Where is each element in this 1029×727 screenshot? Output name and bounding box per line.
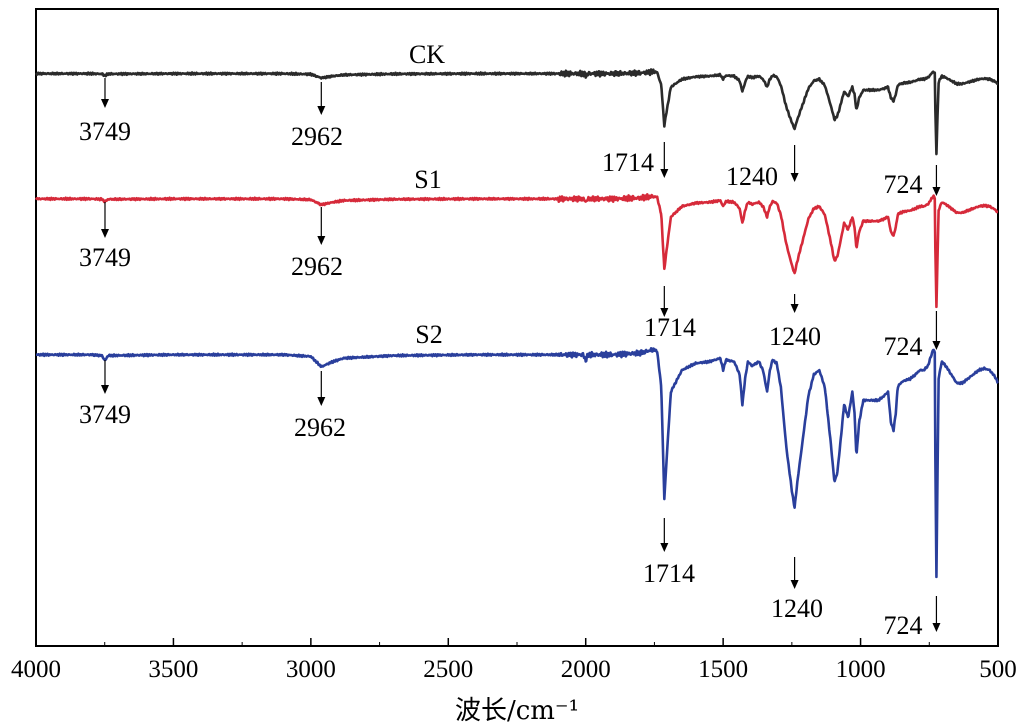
x-axis-tick-labels: 4000 3500 3000 2500 2000 1500 1000 500 — [11, 656, 1017, 683]
series-line-s2 — [35, 347, 999, 579]
peak-label-ck-1240: 1240 — [726, 162, 778, 191]
peak-arrow-head-ck-1240 — [790, 173, 799, 182]
peak-arrow-head-ck-3749 — [100, 99, 109, 108]
x-tick-label-4000: 4000 — [11, 656, 61, 683]
peak-label-s1-3749: 3749 — [79, 243, 131, 272]
series-group: CK S1 S2 — [34, 40, 999, 579]
peak-arrow-head-s1-1240 — [790, 304, 799, 313]
peak-arrow-head-s1-2962 — [317, 236, 326, 245]
x-tick-label-2000: 2000 — [561, 656, 611, 683]
peak-arrow-head-s2-724 — [932, 623, 941, 632]
peak-label-ck-2962: 2962 — [291, 122, 343, 151]
x-axis-ticks — [35, 638, 999, 646]
peak-label-s2-1240: 1240 — [771, 594, 823, 623]
peak-label-ck-3749: 3749 — [79, 117, 131, 146]
plot-frame — [35, 8, 999, 647]
peak-arrow-head-ck-2962 — [317, 106, 326, 115]
peak-arrow-head-s2-1240 — [790, 580, 799, 589]
x-tick-label-2500: 2500 — [423, 656, 473, 683]
peak-arrow-head-s2-1714 — [660, 543, 669, 552]
peak-label-s2-1714: 1714 — [643, 559, 695, 588]
peak-label-s2-3749: 3749 — [79, 400, 131, 429]
series-line-s1 — [34, 193, 999, 309]
peak-annotations: 3749 2962 1714 1240 724 3749 2962 1714 1240 724 37… — [79, 78, 941, 640]
peak-label-s1-1714: 1714 — [644, 313, 696, 342]
peak-label-s2-2962: 2962 — [294, 413, 346, 442]
peak-label-s1-1240: 1240 — [769, 322, 821, 351]
peak-arrow-head-s1-724 — [932, 341, 941, 350]
x-tick-label-1500: 1500 — [698, 656, 748, 683]
x-tick-label-500: 500 — [979, 656, 1017, 683]
peak-label-s1-724: 724 — [884, 332, 923, 361]
x-tick-label-1000: 1000 — [836, 656, 886, 683]
peak-label-ck-1714: 1714 — [602, 148, 654, 177]
series-line-ck — [35, 68, 999, 156]
x-tick-label-3500: 3500 — [148, 656, 198, 683]
x-tick-label-3000: 3000 — [286, 656, 336, 683]
peak-label-ck-724: 724 — [884, 170, 923, 199]
peak-arrow-head-ck-1714 — [660, 169, 669, 178]
peak-arrow-head-ck-724 — [932, 187, 941, 196]
peak-arrow-head-s2-3749 — [100, 385, 109, 394]
peak-arrow-head-s1-3749 — [100, 229, 109, 238]
series-label-s1: S1 — [414, 165, 441, 194]
x-axis-label: 波长/cm⁻¹ — [455, 696, 579, 726]
peak-label-s2-724: 724 — [884, 611, 923, 640]
peak-label-s1-2962: 2962 — [291, 252, 343, 281]
peak-arrow-head-s1-1714 — [660, 308, 669, 317]
peak-arrow-head-s2-2962 — [317, 397, 326, 406]
series-label-s2: S2 — [415, 320, 442, 349]
series-label-ck: CK — [409, 40, 445, 69]
